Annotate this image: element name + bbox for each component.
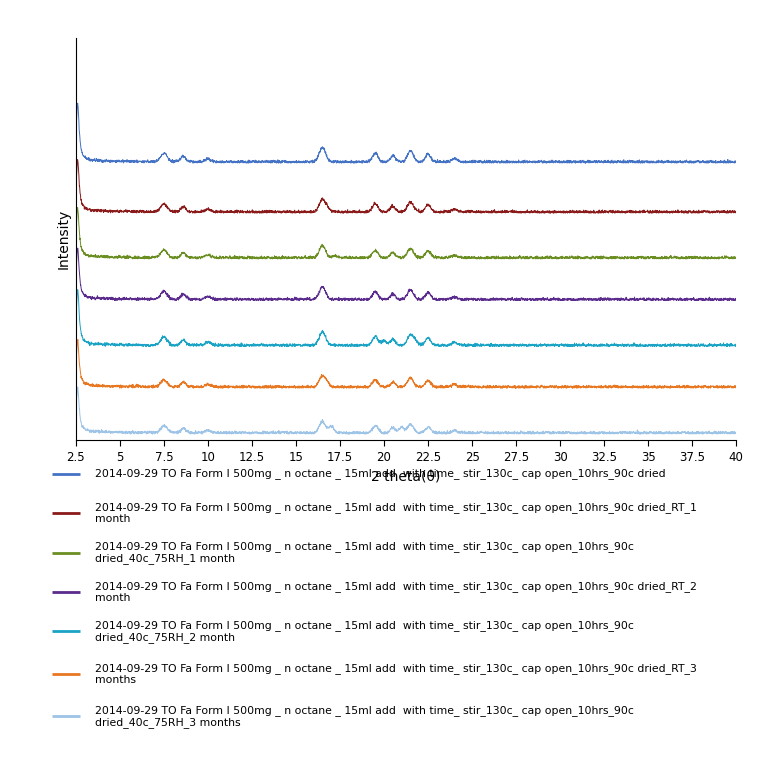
Text: 2014-09-29 TO Fa Form I 500mg _ n octane _ 15ml add  with time_ stir_130c_ cap o: 2014-09-29 TO Fa Form I 500mg _ n octane…: [95, 502, 697, 524]
X-axis label: 2 theta(θ): 2 theta(θ): [371, 469, 441, 483]
Text: 2014-09-29 TO Fa Form I 500mg _ n octane _ 15ml add  with time_ stir_130c_ cap o: 2014-09-29 TO Fa Form I 500mg _ n octane…: [95, 705, 634, 728]
Text: 2014-09-29 TO Fa Form I 500mg _ n octane _ 15ml add  with time_ stir_130c_ cap o: 2014-09-29 TO Fa Form I 500mg _ n octane…: [95, 541, 634, 564]
Text: 2014-09-29 TO Fa Form I 500mg _ n octane _ 15ml add  with time_ stir_130c_ cap o: 2014-09-29 TO Fa Form I 500mg _ n octane…: [95, 620, 634, 643]
Text: 2014-09-29 TO Fa Form I 500mg _ n octane _ 15ml add  with time_ stir_130c_ cap o: 2014-09-29 TO Fa Form I 500mg _ n octane…: [95, 663, 697, 685]
Text: 2014-09-29 TO Fa Form I 500mg _ n octane _ 15ml add  with time_ stir_130c_ cap o: 2014-09-29 TO Fa Form I 500mg _ n octane…: [95, 581, 697, 603]
Text: 2014-09-29 TO Fa Form I 500mg _ n octane _ 15ml add  with time_ stir_130c_ cap o: 2014-09-29 TO Fa Form I 500mg _ n octane…: [95, 468, 665, 479]
Y-axis label: Intensity: Intensity: [56, 209, 71, 269]
